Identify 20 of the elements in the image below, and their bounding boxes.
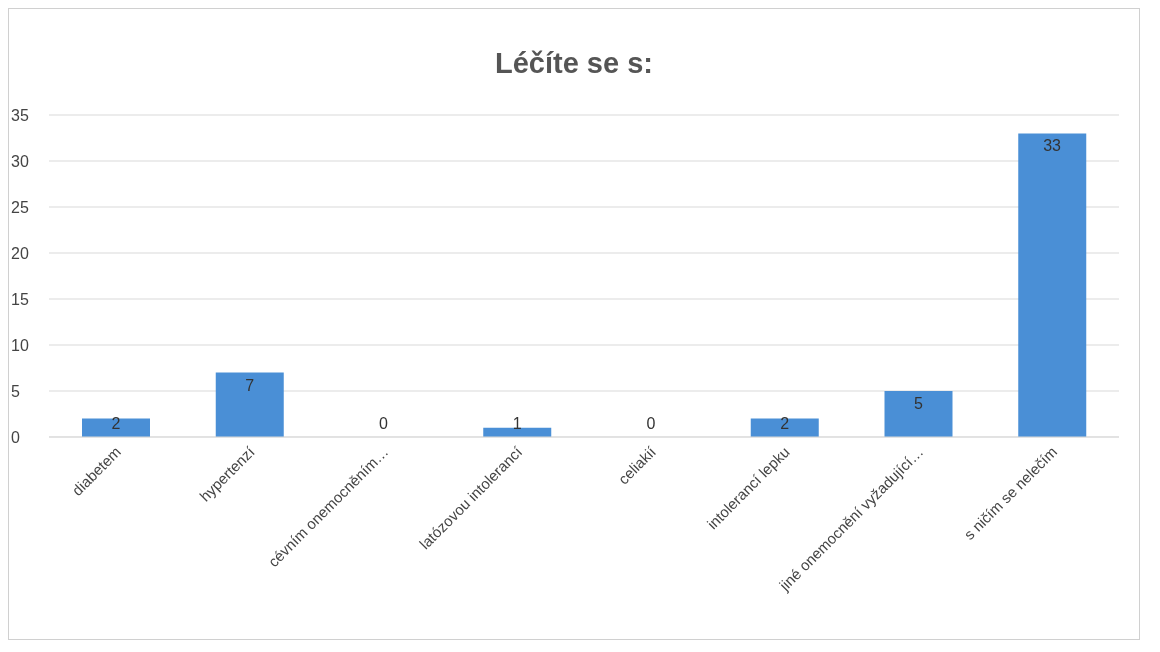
data-label: 0	[646, 415, 656, 432]
y-tick-label: 20	[11, 244, 29, 262]
bar	[884, 391, 953, 437]
y-tick-label: 30	[11, 152, 29, 170]
data-label: 1	[512, 415, 522, 432]
data-label: 5	[913, 395, 923, 412]
y-tick-label: 15	[11, 290, 29, 308]
y-tick-label: 25	[11, 198, 29, 216]
bar	[1018, 133, 1087, 437]
chart-title: Léčíte se s:	[494, 47, 654, 81]
data-label: 0	[378, 415, 388, 432]
y-tick-label: 35	[11, 106, 29, 124]
bar	[215, 372, 284, 437]
y-tick-label: 0	[11, 428, 20, 446]
data-label: 2	[111, 415, 121, 432]
y-tick-label: 10	[11, 336, 29, 354]
data-label: 7	[245, 376, 255, 394]
data-label: 2	[780, 415, 790, 432]
y-tick-label: 5	[11, 382, 20, 400]
data-label: 33	[1043, 137, 1062, 155]
